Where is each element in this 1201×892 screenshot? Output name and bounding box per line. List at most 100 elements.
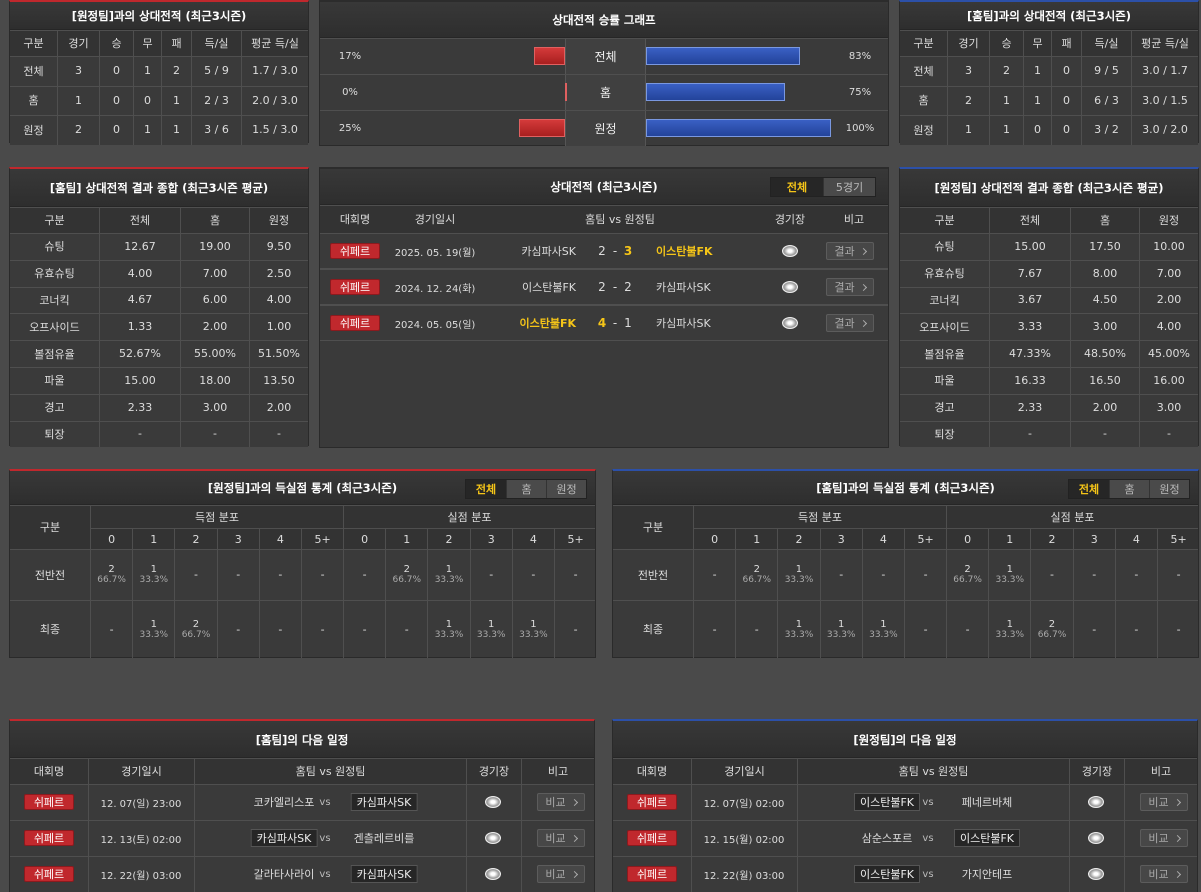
group-header: 구분 — [39, 521, 61, 534]
column-divider — [691, 820, 692, 856]
header-cell: 경기장 — [1069, 758, 1124, 784]
table-cell: 0 — [99, 56, 133, 86]
compare-button[interactable]: 비교 — [537, 793, 585, 811]
table-cell: 45.00% — [1139, 340, 1198, 367]
tab[interactable]: 5경기 — [823, 178, 875, 196]
table-cell: 홈 — [28, 94, 39, 108]
table-cell: 1.00 — [249, 313, 308, 341]
compare-button[interactable]: 결과 — [826, 314, 874, 332]
compare-button[interactable]: 비교 — [1140, 829, 1188, 847]
home-rate-label: 25% — [338, 122, 362, 134]
table-cell: 1 — [133, 56, 161, 86]
tab[interactable]: 전체 — [466, 480, 506, 498]
away-team: 이스탄불FK — [953, 829, 1021, 847]
goal-cell: - — [385, 600, 427, 658]
goal-count: 1 — [150, 564, 157, 575]
table-cell: 1.33 — [99, 313, 180, 341]
table-cell: 3.33 — [989, 313, 1070, 341]
stadium-icon — [782, 281, 798, 293]
table-cell: 12.67 — [99, 233, 180, 260]
goal-count: 2 — [1048, 618, 1056, 630]
goal-count: 2 — [753, 564, 760, 575]
goal-percent: 66.7% — [181, 629, 211, 640]
table-cell: 2.00 — [180, 313, 249, 341]
table-cell: 16.50 — [1070, 367, 1139, 394]
match-row — [320, 233, 888, 269]
panel-title: [홈팀]과의 득실점 통계 (최근3시즌) — [816, 481, 995, 495]
table-cell: 2 / 3 — [191, 85, 241, 115]
goal-count: 1 — [1006, 564, 1013, 575]
tab[interactable]: 원정 — [1149, 480, 1189, 498]
column-divider — [194, 784, 195, 820]
tab[interactable]: 홈 — [1109, 480, 1149, 498]
table-cell: 2.33 — [989, 393, 1070, 421]
stat-row — [613, 549, 1198, 600]
goal-cell: - — [258, 600, 301, 658]
vs-label: vs — [922, 868, 934, 880]
column-divider — [88, 856, 89, 892]
home-team: 이스탄불FK — [521, 281, 576, 294]
header-row — [613, 758, 1197, 784]
goal-cell: 2 66.7% — [90, 549, 132, 600]
header-cell: 홈팀 vs 원정팀 — [585, 213, 655, 226]
tab[interactable]: 전체 — [771, 178, 823, 196]
goal-count: 1 — [795, 564, 803, 575]
goal-column: 0 — [90, 529, 132, 549]
table-row — [10, 115, 308, 145]
score-separator: - — [612, 280, 618, 294]
compare-button[interactable]: 비교 — [537, 865, 585, 883]
away-rate-label: 75% — [848, 86, 872, 98]
header-cell: 구분 — [934, 214, 955, 227]
home-team: 갈라타사라이 — [253, 868, 315, 881]
compare-button[interactable]: 결과 — [826, 278, 874, 296]
goal-column: 1 — [385, 529, 427, 549]
conceded-header: 실점 분포 — [946, 505, 1198, 529]
goal-cell: - — [946, 600, 988, 658]
table-cell: 2.33 — [99, 393, 180, 421]
home-team: 이스탄불FK — [519, 317, 576, 330]
tab[interactable]: 홈 — [506, 480, 546, 498]
tab[interactable]: 원정 — [546, 480, 586, 498]
table-cell: 0 — [133, 85, 161, 115]
table-cell: 3.0 / 1.7 — [1131, 56, 1198, 86]
row-label: 전체 — [594, 49, 617, 64]
compare-button[interactable]: 비교 — [1140, 793, 1188, 811]
stadium-icon — [1088, 832, 1104, 844]
goal-cell: - — [1114, 549, 1157, 600]
table-cell: 2.00 — [249, 393, 308, 421]
table-row — [900, 115, 1198, 145]
table-cell: 파울 — [44, 374, 65, 388]
header-block — [10, 505, 595, 549]
table-cell: 8.00 — [1070, 259, 1139, 287]
compare-button[interactable]: 결과 — [826, 242, 874, 260]
table-cell: 1 — [161, 85, 191, 115]
table-cell: 3.0 / 2.0 — [1131, 115, 1198, 145]
panel-header — [10, 2, 308, 30]
row-label: 최종 — [642, 623, 664, 636]
header-cell: 경기장 — [774, 213, 806, 226]
vs-label: vs — [319, 868, 331, 880]
panel-title: [홈팀] 상대전적 결과 종합 (최근3시즌 평균) — [49, 181, 269, 195]
header-cell: 홈 — [1070, 207, 1139, 233]
table-cell: 유효슈팅 — [924, 267, 965, 281]
league-badge: 쉬페르 — [24, 794, 74, 810]
goal-cell: 1 33.3% — [988, 549, 1030, 600]
goal-cell: - — [861, 549, 904, 600]
table-cell: 3.00 — [1139, 393, 1198, 421]
home-team: 삼순스포르 — [861, 832, 913, 845]
stadium-icon — [1088, 796, 1104, 808]
league-badge: 쉬페르 — [330, 315, 380, 331]
table-row — [10, 233, 308, 260]
header-cell: 득/실 — [1081, 30, 1131, 56]
home-team: 카심파사SK — [521, 245, 576, 258]
chevron-icon — [570, 834, 578, 842]
table-row — [10, 259, 308, 287]
panel-title: [원정팀]과의 득실점 통계 (최근3시즌) — [207, 481, 398, 495]
fixture-row — [613, 820, 1197, 856]
away-rate-bar — [646, 119, 831, 137]
goal-cell: - — [301, 600, 343, 658]
tab[interactable]: 전체 — [1069, 480, 1109, 498]
panel-title: [원정팀]과의 상대전적 (최근3시즌) — [71, 9, 247, 23]
compare-button[interactable]: 비교 — [537, 829, 585, 847]
compare-button[interactable]: 비교 — [1140, 865, 1188, 883]
